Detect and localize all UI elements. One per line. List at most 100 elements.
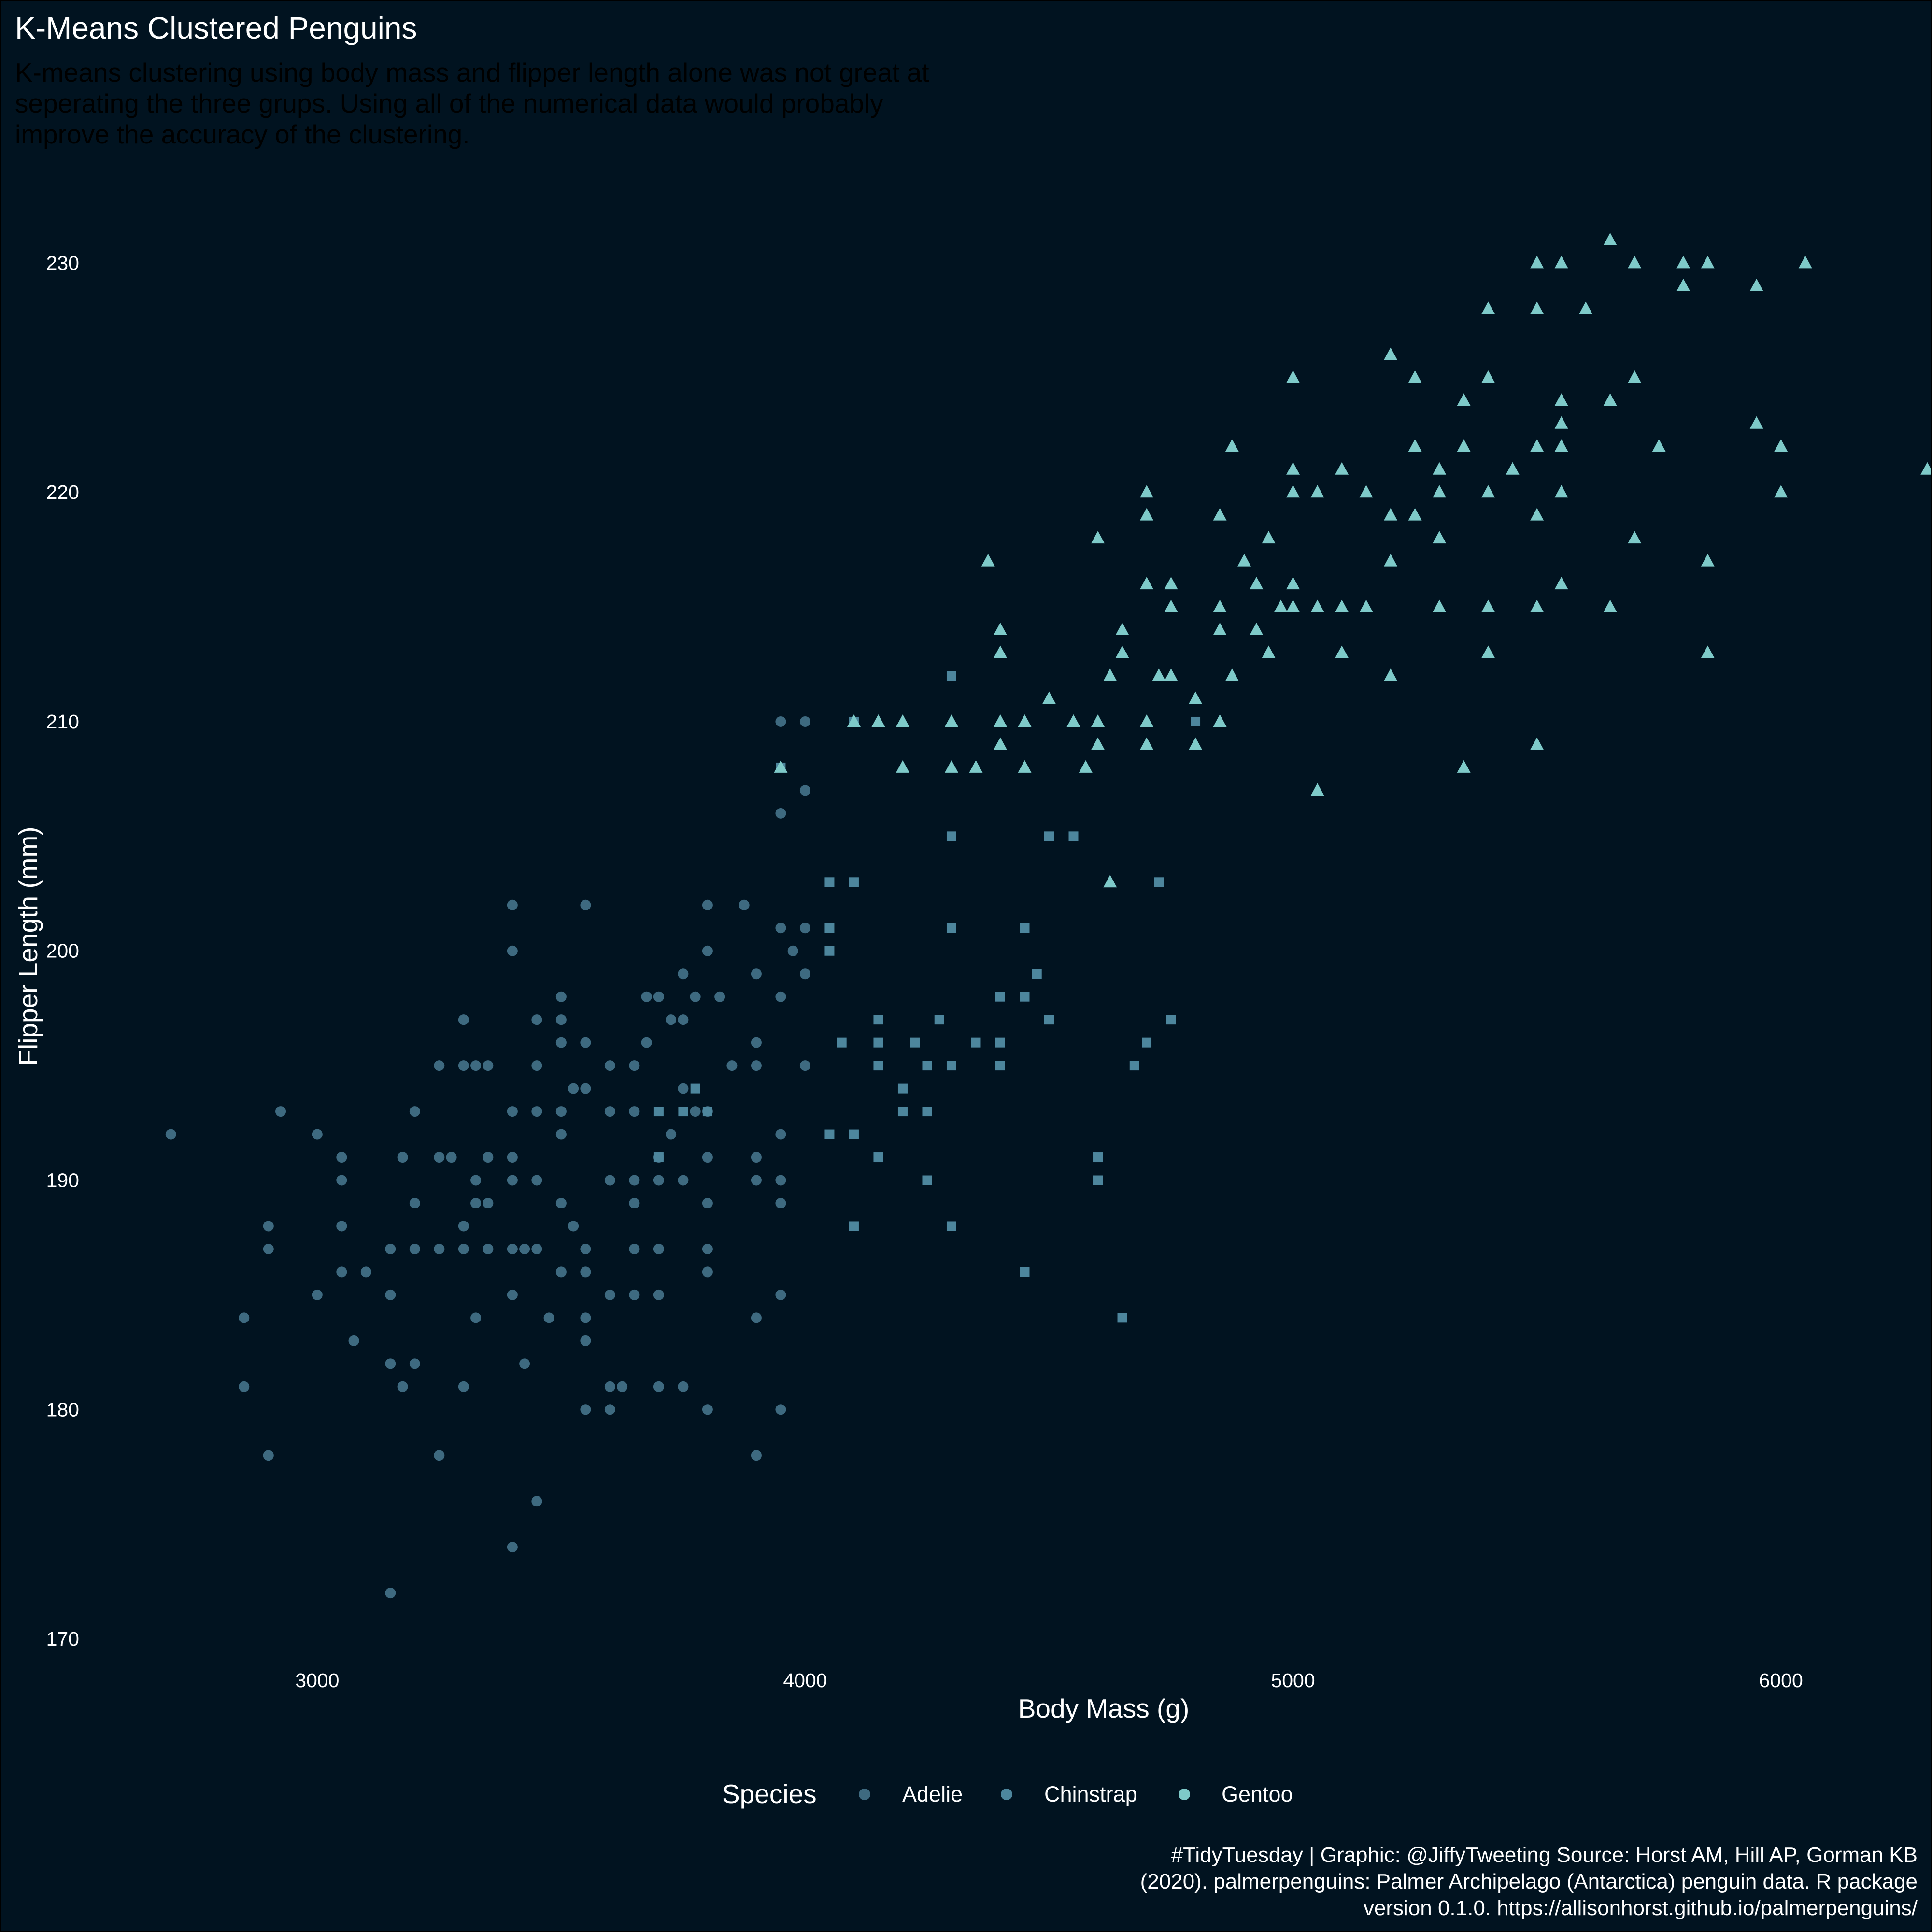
point-gentoo (1091, 531, 1105, 544)
point-adelie (629, 1175, 640, 1186)
point-adelie (775, 1175, 786, 1186)
point-adelie (678, 1083, 689, 1094)
point-chinstrap (653, 1152, 664, 1163)
point-chinstrap (824, 946, 835, 956)
point-gentoo (1213, 714, 1227, 727)
point-adelie (555, 991, 567, 1002)
point-gentoo (1408, 439, 1422, 452)
point-adelie (360, 1266, 371, 1278)
point-gentoo (1286, 485, 1300, 498)
point-gentoo (1286, 599, 1300, 612)
point-gentoo (1603, 599, 1617, 612)
chart-title: K-Means Clustered Penguins (15, 11, 417, 45)
point-adelie (751, 1450, 762, 1461)
point-gentoo (1433, 599, 1447, 612)
point-adelie (653, 1381, 664, 1392)
y-tick-label: 230 (46, 252, 79, 274)
point-adelie (775, 1289, 786, 1300)
point-gentoo (1530, 737, 1544, 750)
point-chinstrap (873, 1015, 883, 1025)
point-adelie (751, 1152, 762, 1163)
point-adelie (653, 1175, 664, 1186)
point-chinstrap (1166, 1015, 1176, 1025)
point-gentoo (1384, 554, 1398, 567)
point-gentoo (1140, 508, 1154, 521)
point-gentoo (1481, 599, 1495, 612)
point-adelie (641, 1037, 652, 1048)
point-gentoo (1286, 370, 1300, 383)
point-chinstrap (1044, 1015, 1054, 1025)
legend-label-gentoo: Gentoo (1222, 1782, 1293, 1806)
point-gentoo (1628, 256, 1642, 269)
point-adelie (458, 1060, 469, 1071)
point-gentoo (1091, 737, 1105, 750)
point-adelie (434, 1060, 445, 1071)
point-adelie (458, 1243, 469, 1254)
point-adelie (580, 1335, 591, 1346)
y-tick-label: 180 (46, 1398, 79, 1421)
point-chinstrap (1020, 923, 1030, 933)
point-adelie (458, 1221, 469, 1232)
point-gentoo (1530, 599, 1544, 612)
point-gentoo (1164, 577, 1178, 590)
point-gentoo (1213, 599, 1227, 612)
point-adelie (580, 899, 591, 910)
point-adelie (397, 1152, 408, 1163)
point-adelie (604, 1060, 615, 1071)
point-adelie (580, 1083, 591, 1094)
legend-title: Species (722, 1779, 817, 1809)
point-adelie (629, 1106, 640, 1117)
legend-label-adelie: Adelie (902, 1782, 963, 1806)
point-adelie (604, 1404, 615, 1415)
point-adelie (483, 1152, 494, 1163)
point-gentoo (1237, 554, 1251, 567)
point-adelie (702, 1152, 713, 1163)
point-gentoo (1213, 623, 1227, 636)
point-gentoo (1225, 668, 1239, 682)
point-chinstrap (910, 1037, 920, 1048)
point-gentoo (1749, 278, 1763, 291)
point-chinstrap (1093, 1175, 1103, 1185)
point-gentoo (1530, 301, 1544, 314)
x-tick-label: 5000 (1271, 1669, 1315, 1691)
point-adelie (678, 968, 689, 980)
point-adelie (690, 1106, 701, 1117)
point-adelie (751, 1175, 762, 1186)
point-chinstrap (897, 1083, 908, 1094)
point-gentoo (1042, 691, 1056, 704)
point-chinstrap (1191, 716, 1201, 726)
point-chinstrap (824, 923, 835, 933)
point-chinstrap (824, 1129, 835, 1139)
point-gentoo (1481, 485, 1495, 498)
x-tick-label: 3000 (295, 1669, 339, 1691)
point-adelie (653, 1289, 664, 1300)
point-adelie (641, 991, 652, 1002)
point-chinstrap (897, 1107, 908, 1117)
point-chinstrap (873, 1061, 883, 1071)
point-gentoo (774, 760, 788, 773)
point-adelie (555, 1106, 567, 1117)
point-gentoo (981, 554, 995, 567)
point-chinstrap (946, 1061, 956, 1071)
point-adelie (629, 1289, 640, 1300)
point-adelie (531, 1496, 542, 1507)
point-chinstrap (849, 877, 859, 887)
point-adelie (604, 1289, 615, 1300)
point-adelie (787, 945, 798, 956)
point-gentoo (1140, 737, 1154, 750)
point-adelie (739, 899, 750, 910)
point-gentoo (1189, 737, 1203, 750)
point-chinstrap (1068, 831, 1079, 841)
point-gentoo (1433, 531, 1447, 544)
point-gentoo (1530, 508, 1544, 521)
point-gentoo (1554, 393, 1568, 406)
point-adelie (409, 1243, 420, 1254)
point-adelie (263, 1243, 274, 1254)
point-adelie (336, 1266, 347, 1278)
point-gentoo (1701, 256, 1715, 269)
point-gentoo (1457, 393, 1471, 406)
point-gentoo (944, 714, 958, 727)
point-gentoo (1140, 714, 1154, 727)
